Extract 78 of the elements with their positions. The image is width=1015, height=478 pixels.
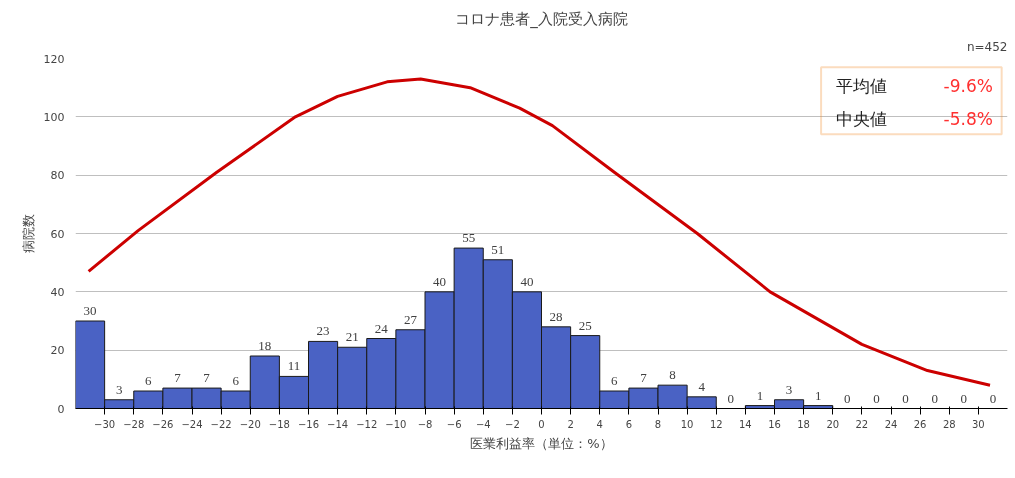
x-tick-label: 14 — [739, 418, 752, 430]
y-axis-title: 病院数 — [20, 214, 36, 253]
data-label: 11 — [287, 358, 301, 374]
x-tick-label: 16 — [768, 418, 781, 430]
data-label: 3 — [115, 381, 123, 397]
annotation: 中央値 — [835, 108, 887, 129]
x-tick-label: 12 — [709, 418, 723, 430]
x-axis-title: 医業利益率（単位：%） — [470, 435, 613, 451]
y-tick-label: 0 — [57, 402, 65, 416]
x-tick-label: 22 — [855, 418, 869, 430]
data-label: 28 — [549, 308, 563, 324]
data-label: 6 — [145, 373, 153, 388]
x-tick-label: −8 — [417, 418, 433, 430]
data-label: 7 — [203, 370, 211, 386]
x-tick-label: 0 — [538, 418, 545, 430]
x-tick-label: −28 — [123, 418, 145, 430]
y-tick-label: 60 — [50, 227, 65, 241]
x-tick-label: 20 — [826, 418, 840, 430]
data-label: 4 — [698, 378, 706, 394]
x-tick-label: 26 — [913, 418, 927, 430]
data-label: 25 — [578, 317, 592, 333]
x-tick-label: −22 — [210, 418, 232, 430]
data-label: 23 — [316, 323, 330, 339]
x-tick-label: −4 — [475, 418, 491, 430]
data-label: 3 — [785, 381, 793, 397]
y-tick-label: 120 — [43, 52, 65, 66]
data-label: 0 — [873, 390, 880, 406]
x-tick-label: 18 — [797, 418, 810, 430]
y-tick-label: 20 — [50, 344, 65, 358]
annotation: -5.8% — [943, 108, 993, 129]
x-tick-label: 10 — [680, 418, 694, 430]
x-tick-label: −12 — [356, 418, 378, 430]
data-label: 55 — [462, 230, 476, 246]
data-label: 0 — [902, 390, 909, 406]
data-label: 1 — [814, 387, 822, 403]
data-label: 8 — [669, 367, 676, 383]
data-label: 6 — [611, 373, 619, 388]
y-tick-label: 40 — [50, 285, 65, 299]
data-label: 0 — [989, 390, 997, 406]
data-label: 40 — [433, 273, 447, 289]
data-label: 7 — [640, 370, 648, 386]
data-label: 0 — [960, 390, 968, 406]
data-label: 21 — [345, 329, 359, 345]
x-tick-label: 2 — [567, 418, 574, 430]
x-tick-label: −20 — [239, 418, 261, 430]
data-label: 6 — [232, 373, 240, 388]
data-label: 40 — [520, 273, 534, 289]
x-tick-label: −14 — [327, 418, 349, 430]
data-label: 51 — [491, 241, 505, 257]
data-label: 18 — [258, 338, 272, 353]
data-label: 0 — [727, 390, 735, 406]
x-tick-label: 28 — [942, 418, 956, 430]
data-label: 24 — [374, 320, 389, 336]
annotation: 平均値 — [835, 76, 887, 97]
x-tick-label: −18 — [268, 418, 290, 430]
x-tick-label: 24 — [884, 418, 898, 430]
text: n=452 — [966, 39, 1008, 54]
x-tick-label: −2 — [505, 418, 520, 430]
data-label: 27 — [403, 311, 418, 327]
data-label: 30 — [83, 303, 97, 318]
x-tick-label: −6 — [446, 418, 462, 430]
x-tick-label: −24 — [181, 418, 203, 430]
data-label: 0 — [844, 390, 851, 406]
x-tick-label: 4 — [596, 418, 603, 430]
x-tick-label: −10 — [385, 418, 407, 430]
x-tick-label: 30 — [972, 418, 985, 430]
x-tick-label: −16 — [297, 418, 320, 430]
y-tick-label: 100 — [43, 110, 65, 124]
x-tick-label: 8 — [654, 418, 662, 430]
x-tick-label: −30 — [94, 418, 116, 430]
data-label: 1 — [756, 387, 764, 403]
chart-title: コロナ患者_入院受入病院 — [455, 9, 628, 29]
y-tick-label: 80 — [50, 169, 65, 183]
data-label: 0 — [931, 390, 938, 406]
x-tick-label: 6 — [625, 418, 633, 430]
annotation: -9.6% — [943, 76, 993, 97]
x-tick-label: −26 — [152, 418, 174, 430]
data-label: 7 — [174, 370, 182, 386]
